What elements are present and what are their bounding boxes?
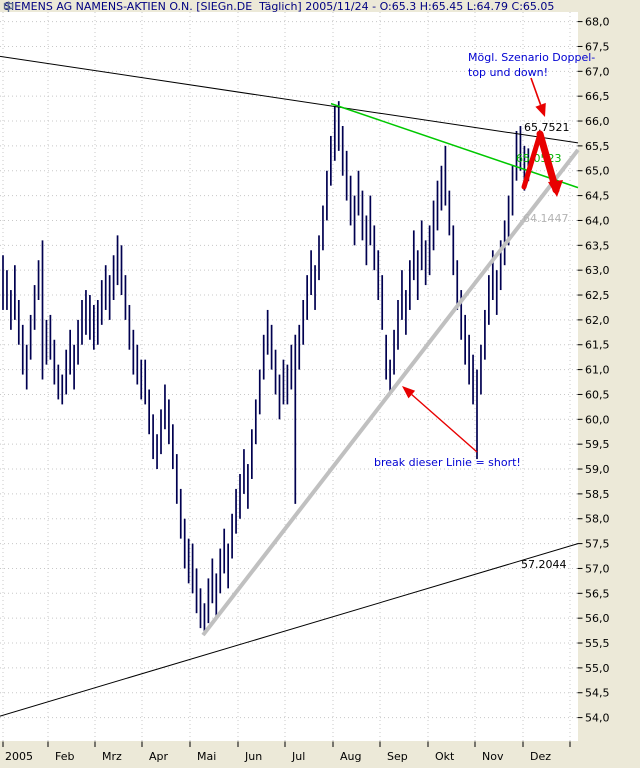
text-label: Okt <box>435 750 455 763</box>
text-label: 63,5 <box>585 239 610 252</box>
text-label: 65,0 <box>585 165 610 178</box>
text-label: 61,5 <box>585 339 610 352</box>
text-label: 66,5 <box>585 90 610 103</box>
text-label: 67,0 <box>585 65 610 78</box>
text-label: Apr <box>149 750 169 763</box>
broken-uptrend-line <box>201 148 580 637</box>
text-label: 59,5 <box>585 438 610 451</box>
text-label: 58,0 <box>585 513 610 526</box>
text-label: Mögl. Szenario Doppel- <box>468 51 595 64</box>
text-label: top und down! <box>468 66 548 79</box>
text-label: 67,5 <box>585 40 610 53</box>
break-note: break dieser Linie = short! <box>374 456 521 469</box>
text-label: 65.7521 <box>524 121 570 134</box>
text-label: 55,5 <box>585 637 610 650</box>
gridlines <box>0 12 578 741</box>
text-label: 59,0 <box>585 463 610 476</box>
text-label: 66,0 <box>585 115 610 128</box>
price-axis: 68,0 67,5 67,0 66,5 66,0 65,5 65,0 64,5 64,0 63,5… <box>577 16 610 725</box>
text-label: Jul <box>291 750 305 763</box>
daily-price-bars <box>2 101 530 634</box>
text-label: Feb <box>55 750 74 763</box>
text-label: 56,5 <box>585 587 610 600</box>
text-label: Dez <box>530 750 551 763</box>
text-label: 65,5 <box>585 140 610 153</box>
text-label: 64.1447 <box>523 212 569 225</box>
text-label: Jun <box>244 750 262 763</box>
text-label: Sep <box>387 750 408 763</box>
text-label: 62,5 <box>585 289 610 302</box>
text-label: 60,0 <box>585 413 610 426</box>
text-label: 64,0 <box>585 214 610 227</box>
trendline-break-arrow-icon <box>402 386 478 453</box>
trendline-value-label: 65.7521 <box>524 121 570 134</box>
text-label: Mrz <box>102 750 122 763</box>
text-label: 54,5 <box>585 687 610 700</box>
text-label: 62,0 <box>585 314 610 327</box>
text-label: 55,0 <box>585 662 610 675</box>
text-label: 60,5 <box>585 388 610 401</box>
chart-title-bar: SIEMENS AG NAMENS-AKTIEN O.N. [SIEGn.DE … <box>0 0 640 13</box>
text-label: 57.2044 <box>521 558 567 571</box>
text-label: 58,5 <box>585 488 610 501</box>
trendline-value-label: 64.1447 <box>523 212 569 225</box>
text-label: Nov <box>482 750 504 763</box>
text-label: Aug <box>340 750 361 763</box>
text-label: 57,5 <box>585 538 610 551</box>
text-label: 56,0 <box>585 612 610 625</box>
trendline-value-label: 57.2044 <box>521 558 567 571</box>
lower-support-line <box>0 543 579 717</box>
scenario-arrow-icon <box>530 77 546 117</box>
text-label: break dieser Linie = short! <box>374 456 521 469</box>
text-label: 54,0 <box>585 712 610 725</box>
chart-title: SIEMENS AG NAMENS-AKTIEN O.N. [SIEGn.DE … <box>4 0 555 13</box>
green-downtrend-line <box>330 102 579 189</box>
text-label: 64,5 <box>585 190 610 203</box>
text-label: 61,0 <box>585 364 610 377</box>
scenario-note: Mögl. Szenario Doppel-top und down! <box>468 51 595 79</box>
month-axis: 2005 Feb Mrz Apr Mai Jun Jul Aug Sep Okt Nov Dez <box>2 741 571 763</box>
pushpin-icon[interactable] <box>3 1 14 13</box>
text-label: Mai <box>197 750 216 763</box>
text-label: 68,0 <box>585 16 610 29</box>
double-top-shape <box>521 130 563 197</box>
text-label: 2005 <box>5 750 33 763</box>
upper-resistance-line <box>0 55 579 144</box>
text-label: 63,0 <box>585 264 610 277</box>
trendline-value-label: 65.0523 <box>516 152 562 165</box>
text-label: 57,0 <box>585 562 610 575</box>
text-label: 65.0523 <box>516 152 562 165</box>
